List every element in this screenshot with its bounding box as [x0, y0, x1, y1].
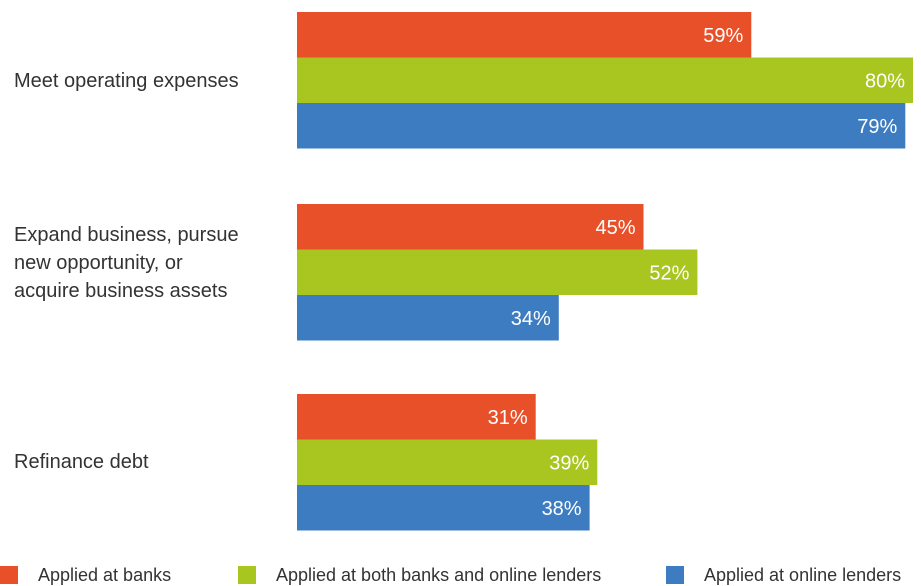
category-label-line: Refinance debt	[14, 451, 149, 473]
bar-banks-2	[297, 394, 536, 440]
category-label-line: acquire business assets	[14, 280, 228, 302]
bar-both-1	[297, 249, 698, 295]
category-label-line: new opportunity, or	[14, 252, 183, 274]
data-label-banks-2: 31%	[488, 407, 528, 429]
category-label-expand-business: Expand business, pursue new opportunity,…	[14, 221, 284, 305]
data-label-online-2: 38%	[542, 498, 582, 520]
data-label-banks-1: 45%	[595, 217, 635, 239]
data-label-both-2: 39%	[549, 452, 589, 474]
bar-online-1	[297, 295, 559, 341]
bar-banks-1	[297, 204, 644, 250]
legend-swatch-both	[238, 566, 256, 584]
bar-banks-0	[297, 12, 752, 58]
category-label-line: Meet operating expenses	[14, 70, 239, 92]
category-label-meet-operating-expenses: Meet operating expenses	[14, 67, 284, 95]
data-label-online-0: 79%	[857, 116, 897, 138]
data-label-online-1: 34%	[511, 308, 551, 330]
legend-label-both: Applied at both banks and online lenders	[276, 565, 602, 585]
legend-swatch-online	[666, 566, 684, 584]
legend-label-online: Applied at online lenders	[704, 565, 902, 585]
bar-both-0	[297, 57, 913, 103]
legend-swatch-banks	[0, 566, 18, 584]
data-label-both-0: 80%	[865, 70, 905, 92]
category-label-refinance-debt: Refinance debt	[14, 448, 284, 476]
data-label-banks-0: 59%	[703, 25, 743, 47]
data-label-both-1: 52%	[649, 262, 689, 284]
bar-online-2	[297, 485, 590, 531]
category-label-line: Expand business, pursue	[14, 224, 239, 246]
bar-both-2	[297, 439, 598, 485]
legend: Applied at banks Applied at both banks a…	[0, 560, 921, 586]
legend-label-banks: Applied at banks	[38, 565, 172, 585]
bar-online-0	[297, 103, 906, 149]
